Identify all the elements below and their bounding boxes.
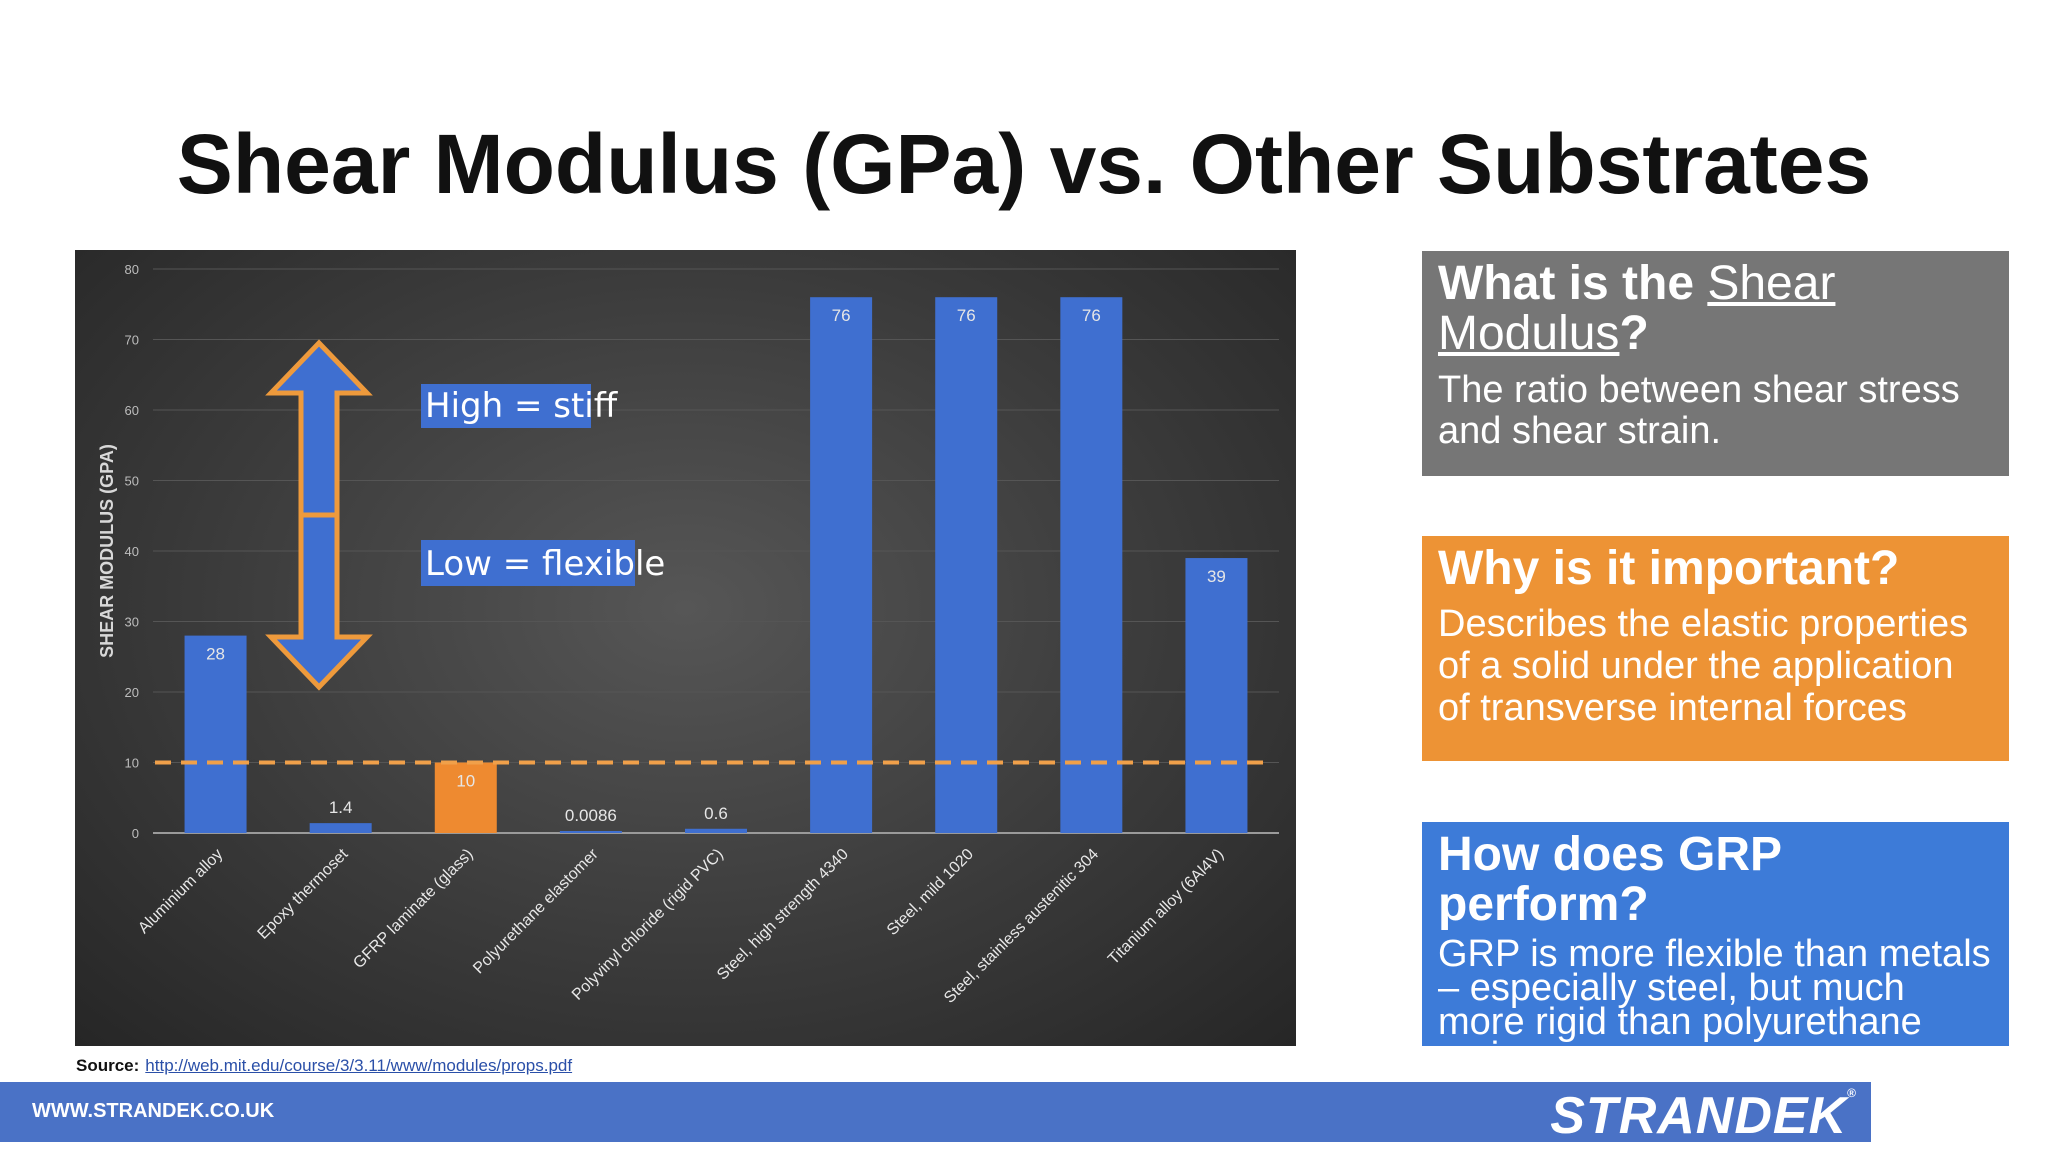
bar: [184, 635, 247, 833]
info-what-heading-prefix: What is the: [1438, 257, 1708, 310]
info-what-heading: What is the Shear Modulus?: [1438, 257, 1993, 361]
data-label: 76: [1082, 306, 1101, 325]
y-axis-label: SHEAR MODULUS (GPA): [97, 444, 117, 658]
info-what-heading-suffix: ?: [1619, 307, 1649, 361]
bar-chart-panel: 0 10 20 30 40 50 60 70 80 SHEAR MODULUS (GPA) 28…: [75, 250, 1296, 1046]
double-arrow-icon: [265, 339, 373, 691]
info-box-how: How does GRP perform? GRP is more flexib…: [1422, 822, 2009, 1075]
bars: [184, 297, 1248, 833]
info-how-heading: How does GRP perform?: [1438, 828, 1782, 932]
logo-registered-mark: ®: [1847, 1086, 1857, 1100]
footer-bar: WWW.STRANDEK.CO.UK STRANDEK®: [0, 1082, 1871, 1145]
x-tick-label: Titanium alloy (6Al4V): [1105, 846, 1227, 968]
bar: [935, 297, 998, 833]
y-tick-label: 30: [125, 615, 139, 630]
footer-website[interactable]: WWW.STRANDEK.CO.UK: [32, 1100, 275, 1122]
x-tick-label: Steel, stainless austenitic 304: [941, 846, 1102, 1007]
bar: [1185, 558, 1248, 833]
bar: [685, 828, 747, 833]
x-tick-label: Epoxy thermoset: [255, 845, 352, 942]
source-label: Source:: [76, 1056, 140, 1075]
annotation-text: High = stiff: [425, 386, 619, 426]
x-tick-label: Polyurethane elastomer: [470, 845, 602, 977]
bar: [434, 762, 497, 833]
y-tick-label: 40: [125, 544, 139, 559]
info-how-body: GRP is more flexible than metals – espec…: [1438, 932, 1991, 1078]
y-tick-label: 20: [125, 685, 139, 700]
x-tick-label: Steel, mild 1020: [884, 846, 977, 939]
data-label: 0.6: [704, 804, 728, 823]
y-tick-label: 60: [125, 403, 139, 418]
source-link[interactable]: http://web.mit.edu/course/3/3.11/www/mod…: [145, 1056, 573, 1075]
logo-text: STRANDEK: [1550, 1087, 1848, 1145]
modulus-link[interactable]: Modulus: [1438, 307, 1620, 361]
data-label: 28: [206, 645, 225, 664]
data-label: 0.0086: [565, 806, 617, 825]
info-box-why: Why is it important? Describes the elast…: [1422, 536, 2009, 761]
bar: [309, 823, 372, 833]
annotations: High = stiff Low = flexible: [421, 384, 665, 586]
y-axis-ticks: 0 10 20 30 40 50 60 70 80: [125, 262, 139, 841]
shear-link[interactable]: Shear: [1707, 257, 1836, 310]
x-tick-label: GFRP laminate (glass): [350, 846, 476, 972]
info-what-body: The ratio between shear stress and shear…: [1438, 368, 1960, 452]
data-label: 1.4: [329, 798, 353, 817]
y-tick-label: 0: [132, 826, 139, 841]
data-label: 39: [1207, 567, 1226, 586]
bar: [559, 831, 622, 833]
info-why-body: Describes the elastic properties of a so…: [1438, 603, 1969, 729]
y-tick-label: 80: [125, 262, 139, 277]
x-tick-label: Aluminium alloy: [135, 846, 226, 937]
data-label: 10: [456, 772, 475, 791]
annotation-text: Low = flexible: [425, 544, 665, 584]
data-labels: 28 1.4 10 0.0086 0.6 76 76 76 39: [206, 306, 1226, 825]
page-title: Shear Modulus (GPa) vs. Other Substrates: [176, 117, 1872, 211]
y-tick-label: 70: [125, 333, 139, 348]
annotation-box: [421, 384, 591, 428]
data-label: 76: [957, 306, 976, 325]
bar: [810, 297, 873, 833]
info-box-what: What is the Shear Modulus? The ratio betw…: [1422, 251, 2009, 476]
x-tick-label: Steel, high strength 4340: [714, 846, 852, 984]
info-why-heading: Why is it important?: [1438, 542, 1900, 595]
y-tick-label: 10: [125, 756, 139, 771]
annotation-box: [421, 540, 635, 586]
strandek-logo: STRANDEK®: [1550, 1086, 1857, 1146]
source-line: Source: http://web.mit.edu/course/3/3.11/…: [76, 1056, 572, 1076]
y-tick-label: 50: [125, 474, 139, 489]
bar: [1060, 297, 1123, 833]
data-label: 76: [832, 306, 851, 325]
bar-chart: 0 10 20 30 40 50 60 70 80 SHEAR MODULUS (GPA) 28…: [97, 262, 1279, 1007]
x-tick-label: Polyvinyl chloride (rigid PVC): [569, 846, 727, 1004]
